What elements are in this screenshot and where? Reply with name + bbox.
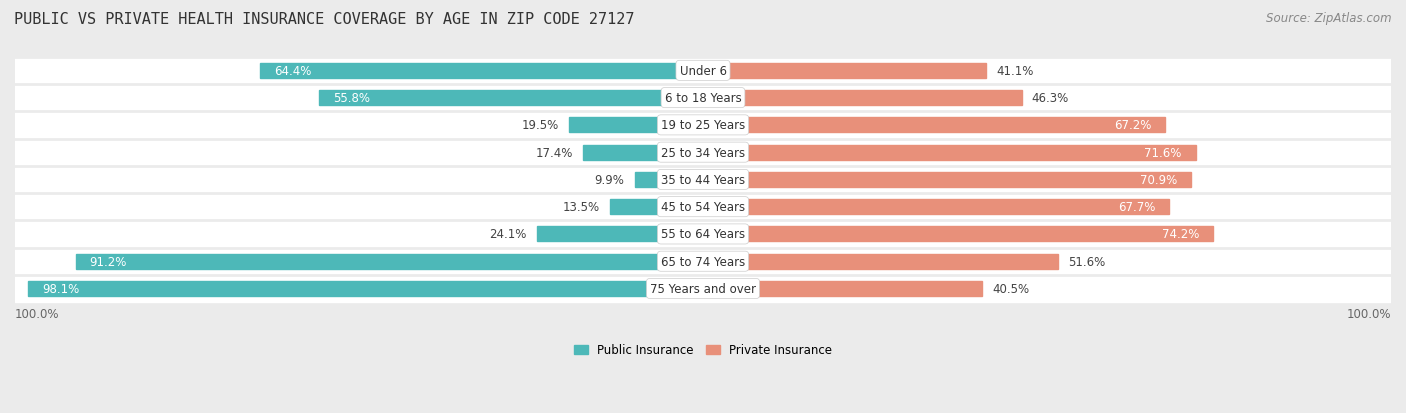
Text: 100.0%: 100.0% bbox=[1347, 307, 1391, 320]
Bar bbox=[15, 112, 1391, 139]
Bar bbox=[703, 200, 1168, 215]
Bar bbox=[703, 64, 986, 78]
Bar bbox=[15, 275, 1391, 302]
Bar bbox=[15, 57, 1391, 85]
Bar bbox=[703, 227, 1213, 242]
Text: 35 to 44 Years: 35 to 44 Years bbox=[661, 173, 745, 186]
Text: 19 to 25 Years: 19 to 25 Years bbox=[661, 119, 745, 132]
Bar bbox=[319, 91, 703, 106]
Text: 41.1%: 41.1% bbox=[995, 65, 1033, 78]
Text: 13.5%: 13.5% bbox=[562, 201, 600, 214]
Text: 70.9%: 70.9% bbox=[1140, 173, 1177, 186]
Text: 64.4%: 64.4% bbox=[274, 65, 311, 78]
Text: Under 6: Under 6 bbox=[679, 65, 727, 78]
Text: 24.1%: 24.1% bbox=[489, 228, 527, 241]
Legend: Public Insurance, Private Insurance: Public Insurance, Private Insurance bbox=[571, 340, 835, 360]
Bar bbox=[703, 145, 1195, 160]
Text: 100.0%: 100.0% bbox=[15, 307, 59, 320]
Bar bbox=[583, 145, 703, 160]
Text: 40.5%: 40.5% bbox=[993, 282, 1029, 295]
Text: 91.2%: 91.2% bbox=[90, 255, 127, 268]
Text: 75 Years and over: 75 Years and over bbox=[650, 282, 756, 295]
Bar bbox=[703, 281, 981, 296]
Text: PUBLIC VS PRIVATE HEALTH INSURANCE COVERAGE BY AGE IN ZIP CODE 27127: PUBLIC VS PRIVATE HEALTH INSURANCE COVER… bbox=[14, 12, 634, 27]
Text: 45 to 54 Years: 45 to 54 Years bbox=[661, 201, 745, 214]
Text: 19.5%: 19.5% bbox=[522, 119, 558, 132]
Bar bbox=[76, 254, 703, 269]
Text: 71.6%: 71.6% bbox=[1144, 146, 1182, 159]
Bar bbox=[15, 85, 1391, 112]
Text: 55.8%: 55.8% bbox=[333, 92, 370, 105]
Text: 67.2%: 67.2% bbox=[1114, 119, 1152, 132]
Text: 25 to 34 Years: 25 to 34 Years bbox=[661, 146, 745, 159]
Bar bbox=[703, 254, 1057, 269]
Text: 67.7%: 67.7% bbox=[1118, 201, 1154, 214]
Text: 65 to 74 Years: 65 to 74 Years bbox=[661, 255, 745, 268]
Bar bbox=[15, 194, 1391, 221]
Text: 55 to 64 Years: 55 to 64 Years bbox=[661, 228, 745, 241]
Bar bbox=[703, 173, 1191, 188]
Bar bbox=[15, 139, 1391, 166]
Bar bbox=[569, 118, 703, 133]
Text: 51.6%: 51.6% bbox=[1069, 255, 1105, 268]
Text: 46.3%: 46.3% bbox=[1032, 92, 1069, 105]
Text: 17.4%: 17.4% bbox=[536, 146, 574, 159]
Text: 6 to 18 Years: 6 to 18 Years bbox=[665, 92, 741, 105]
Bar bbox=[636, 173, 703, 188]
Text: 74.2%: 74.2% bbox=[1163, 228, 1199, 241]
Bar bbox=[260, 64, 703, 78]
Text: Source: ZipAtlas.com: Source: ZipAtlas.com bbox=[1267, 12, 1392, 25]
Text: 98.1%: 98.1% bbox=[42, 282, 79, 295]
Bar bbox=[537, 227, 703, 242]
Bar bbox=[28, 281, 703, 296]
Text: 9.9%: 9.9% bbox=[595, 173, 624, 186]
Bar bbox=[703, 118, 1166, 133]
Bar bbox=[15, 221, 1391, 248]
Bar bbox=[15, 166, 1391, 194]
Bar bbox=[703, 91, 1022, 106]
Bar bbox=[15, 248, 1391, 275]
Bar bbox=[610, 200, 703, 215]
